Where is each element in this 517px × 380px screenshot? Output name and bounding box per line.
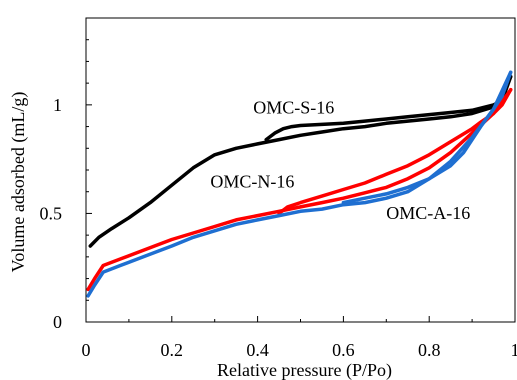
omc-a-16-label: OMC-A-16	[386, 203, 470, 223]
omc-a-16-desorption-line	[341, 70, 513, 205]
y-tick-label: 0.5	[40, 203, 63, 223]
x-tick-label: 0.6	[332, 340, 355, 360]
y-axis-label: Volume adsorbed (mL/g)	[8, 92, 29, 273]
omc-s-16-label: OMC-S-16	[253, 98, 334, 118]
omc-n-16-adsorption-line	[86, 87, 513, 292]
x-tick-label: 0.4	[246, 340, 269, 360]
x-tick-label: 0.8	[418, 340, 441, 360]
x-axis-ticks: 0 0.2 0.4 0.6 0.8 1	[82, 316, 517, 360]
series-layer	[86, 70, 513, 298]
omc-s-16-desorption-line	[264, 74, 513, 142]
plot-frame	[85, 17, 516, 323]
x-tick-label: 0	[82, 340, 91, 360]
plot-border	[85, 17, 516, 323]
y-tick-label: 1	[53, 95, 62, 115]
annotation-layer: OMC-S-16 OMC-N-16 OMC-A-16	[210, 98, 470, 223]
omc-s-16-adsorption-line	[88, 74, 513, 248]
y-axis-ticks: 00.51	[40, 17, 92, 332]
x-axis-label: Relative pressure (P/Po)	[217, 360, 392, 380]
x-tick-label: 1	[511, 340, 517, 360]
omc-n-16-label: OMC-N-16	[210, 171, 294, 191]
y-tick-label: 0	[53, 312, 62, 332]
x-tick-label: 0.2	[161, 340, 184, 360]
